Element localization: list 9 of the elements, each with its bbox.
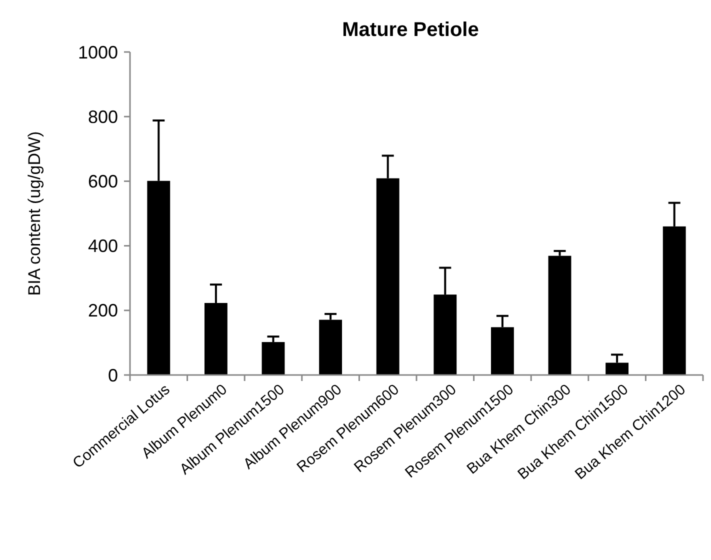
- y-tick-label: 800: [88, 106, 118, 127]
- bar: [548, 256, 572, 375]
- y-axis-title: BIA content (ug/gDW): [25, 131, 44, 296]
- y-tick-label: 600: [88, 172, 118, 192]
- y-tick-label: 400: [88, 236, 118, 256]
- y-tick-label: 1000: [78, 42, 118, 62]
- chart-title: Mature Petiole: [342, 19, 479, 41]
- y-tick-label: 0: [108, 365, 118, 386]
- y-tick-label: 200: [88, 300, 118, 321]
